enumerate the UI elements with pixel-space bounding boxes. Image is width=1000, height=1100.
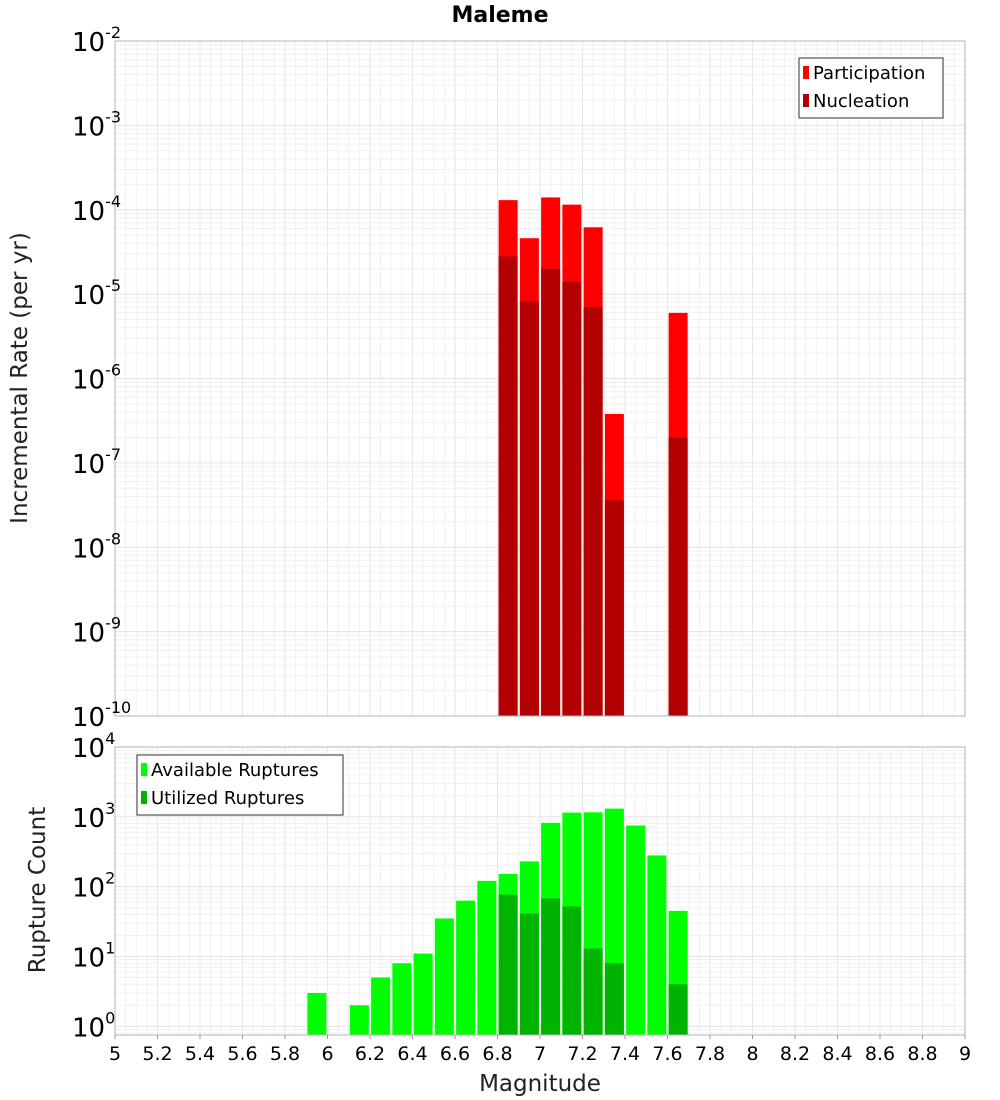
x-tick-label: 5.8	[270, 1043, 300, 1065]
x-tick-label: 8.4	[822, 1043, 852, 1065]
x-tick-label: 5	[109, 1043, 121, 1065]
x-tick-label: 7.4	[610, 1043, 640, 1065]
x-tick-label: 8.8	[907, 1043, 937, 1065]
bottom-bar-utilized-ruptures	[604, 963, 624, 1035]
bottom-bar-available-ruptures	[626, 825, 646, 1035]
x-tick-label: 5.6	[227, 1043, 257, 1065]
top-bar-nucleation	[498, 256, 518, 716]
x-tick-label: 8.2	[780, 1043, 810, 1065]
bottom-legend-box	[136, 754, 344, 816]
bottom-bar-available-ruptures	[307, 992, 327, 1035]
x-axis-label: Magnitude	[479, 1071, 601, 1097]
top-y-tick-label: 10-2	[72, 23, 121, 58]
top-bar-nucleation	[604, 500, 624, 716]
x-tick-label: 7.6	[652, 1043, 682, 1065]
top-y-tick-label: 10-10	[72, 698, 131, 733]
bottom-bar-utilized-ruptures	[668, 984, 688, 1035]
top-bar-nucleation	[519, 300, 539, 716]
x-tick-label: 6.4	[397, 1043, 427, 1065]
bottom-bar-utilized-ruptures	[519, 913, 539, 1035]
x-tick-label: 5.2	[142, 1043, 172, 1065]
bottom-y-tick-label: 104	[72, 729, 115, 764]
bottom-bar-available-ruptures	[392, 963, 412, 1035]
top-y-tick-label: 10-5	[72, 276, 121, 311]
bottom-bar-available-ruptures	[477, 880, 497, 1035]
top-y-tick-label: 10-9	[72, 614, 121, 649]
bottom-y-axis-label: Rupture Count	[25, 807, 51, 973]
top-legend-label: Participation	[813, 63, 925, 84]
x-tick-label: 6	[321, 1043, 333, 1065]
bottom-legend-swatch	[141, 763, 147, 776]
top-y-axis-label: Incremental Rate (per yr)	[7, 232, 33, 524]
top-legend-label: Nucleation	[813, 91, 909, 112]
top-legend-swatch	[803, 94, 809, 107]
bottom-y-tick-label: 103	[72, 799, 115, 834]
bottom-y-tick-label: 102	[72, 869, 115, 904]
x-tick-label: 8	[746, 1043, 758, 1065]
x-tick-label: 7.2	[567, 1043, 597, 1065]
bottom-y-tick-label: 100	[72, 1008, 115, 1043]
top-legend-box	[798, 57, 944, 119]
bottom-bar-available-ruptures	[647, 855, 667, 1035]
chart-title: Maleme	[451, 3, 548, 28]
bottom-bar-available-ruptures	[349, 1005, 369, 1035]
x-tick-label: 9	[959, 1043, 971, 1065]
bottom-legend-swatch	[141, 791, 147, 804]
bottom-bar-utilized-ruptures	[562, 906, 582, 1035]
top-y-tick-label: 10-8	[72, 529, 121, 564]
bottom-bar-utilized-ruptures	[541, 898, 561, 1035]
bottom-bar-available-ruptures	[413, 953, 433, 1035]
top-bar-nucleation	[562, 281, 582, 716]
x-tick-label: 7.8	[695, 1043, 725, 1065]
x-tick-label: 6.6	[440, 1043, 470, 1065]
top-y-tick-label: 10-4	[72, 192, 121, 227]
bottom-bar-utilized-ruptures	[583, 948, 603, 1035]
bottom-y-tick-label: 101	[72, 938, 115, 973]
bottom-bar-utilized-ruptures	[498, 894, 518, 1035]
bottom-legend-label: Utilized Ruptures	[151, 788, 304, 809]
x-tick-label: 5.4	[185, 1043, 215, 1065]
x-tick-label: 7	[534, 1043, 546, 1065]
chart-layer: 10-10 10-9 10-8 10-7 10-6 10-5 10-4 10-3 10-2 Par…	[72, 23, 971, 1065]
top-bar-nucleation	[541, 268, 561, 716]
bottom-legend-label: Available Ruptures	[151, 760, 319, 781]
top-y-tick-label: 10-7	[72, 445, 121, 480]
x-tick-label: 8.6	[865, 1043, 895, 1065]
x-tick-label: 6.8	[482, 1043, 512, 1065]
x-tick-label: 6.2	[355, 1043, 385, 1065]
top-y-tick-label: 10-6	[72, 361, 121, 396]
top-bar-nucleation	[668, 437, 688, 716]
bottom-bar-available-ruptures	[456, 900, 476, 1035]
bottom-bar-available-ruptures	[371, 977, 391, 1035]
top-bar-nucleation	[583, 307, 603, 716]
bottom-bar-available-ruptures	[434, 918, 454, 1035]
top-y-tick-label: 10-3	[72, 107, 121, 142]
top-legend-swatch	[803, 66, 809, 79]
top-plot-frame	[114, 40, 966, 717]
